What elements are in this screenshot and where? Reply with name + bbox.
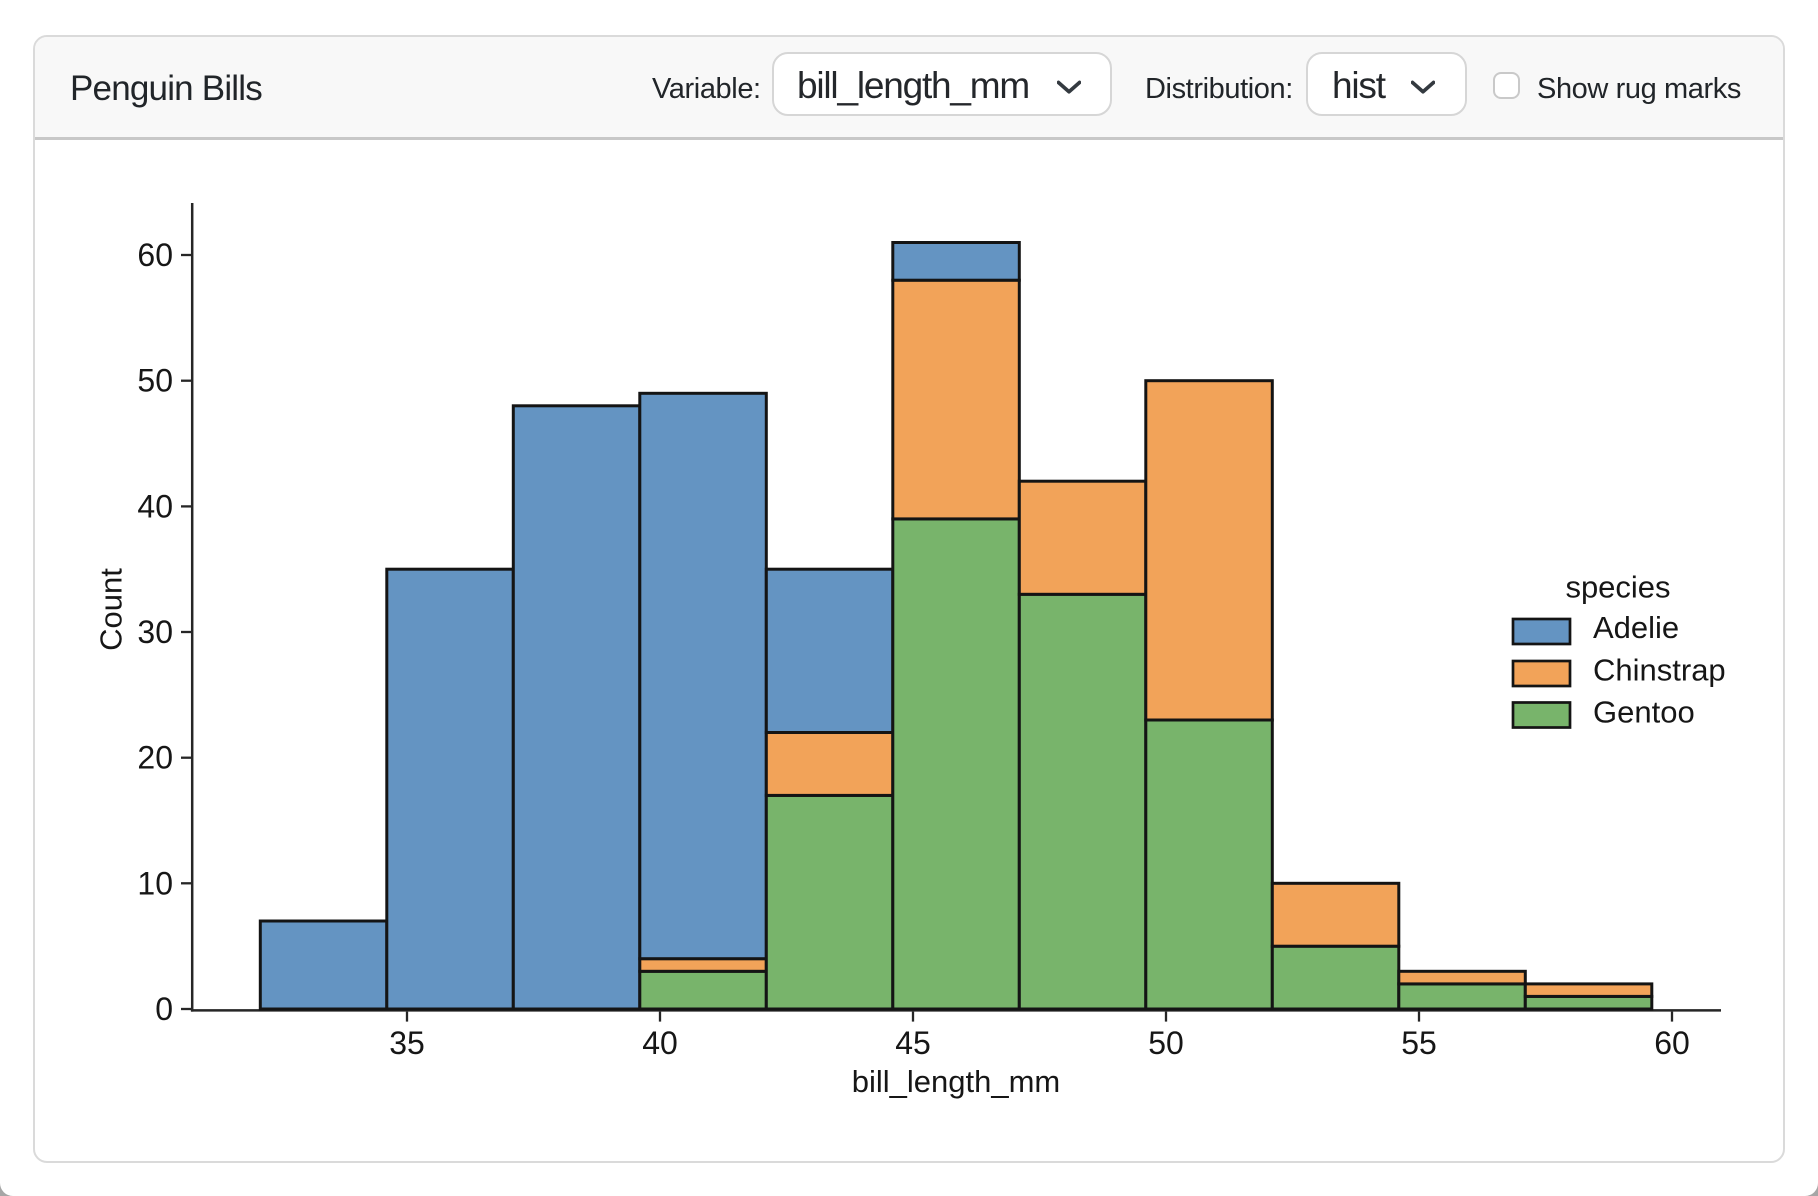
svg-text:40: 40 [137,488,173,524]
svg-text:10: 10 [137,865,173,901]
svg-text:55: 55 [1401,1025,1437,1061]
svg-text:50: 50 [137,363,173,399]
svg-text:50: 50 [1148,1025,1184,1061]
svg-text:species: species [1565,570,1670,605]
svg-text:bill_length_mm: bill_length_mm [852,1064,1061,1099]
svg-text:0: 0 [155,991,173,1027]
svg-text:60: 60 [137,237,173,273]
svg-text:Gentoo: Gentoo [1593,695,1695,730]
svg-text:20: 20 [137,740,173,776]
svg-text:40: 40 [642,1025,678,1061]
svg-text:Adelie: Adelie [1593,610,1679,645]
svg-text:Count: Count [94,568,129,651]
svg-text:45: 45 [895,1025,931,1061]
svg-text:30: 30 [137,614,173,650]
svg-text:Chinstrap: Chinstrap [1593,653,1726,688]
svg-text:60: 60 [1654,1025,1690,1061]
svg-text:35: 35 [389,1025,425,1061]
